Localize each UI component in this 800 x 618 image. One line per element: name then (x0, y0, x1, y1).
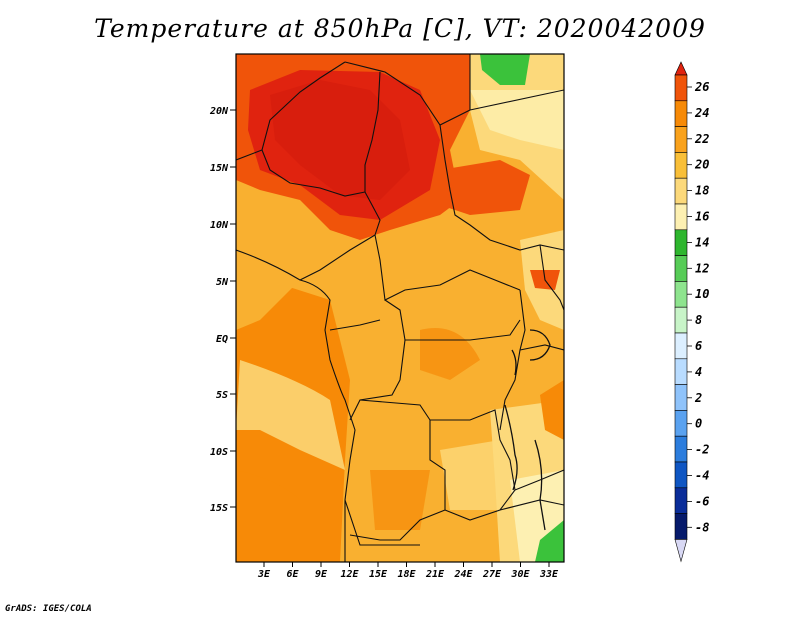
colorbar-label-6: 14 (695, 235, 709, 249)
colorbar-label-8: 10 (695, 287, 709, 301)
colorbar-swatch-9 (674, 281, 688, 308)
colorbar-top-arrow (674, 61, 688, 76)
longitude-axis: 3E 6E 9E 12E 15E 18E 21E 24E 27E 30E 33E (257, 562, 559, 580)
colorbar-swatch-1 (674, 74, 688, 102)
lat-label-2: 10N (210, 220, 229, 231)
colorbar-label-14: -2 (695, 443, 709, 457)
colorbar-label-15: -4 (695, 469, 709, 483)
colorbar-swatch-6 (674, 203, 688, 231)
lon-label-3: 12E (340, 569, 359, 580)
latitude-axis: 20N 15N 10N 5N EQ 5S 10S 15S (209, 106, 236, 514)
colorbar-label-10: 6 (695, 339, 702, 353)
colorbar-swatch-14 (674, 410, 688, 437)
lon-label-9: 30E (510, 569, 530, 580)
lat-label-0: 20N (209, 106, 229, 117)
lon-label-4: 15E (369, 569, 388, 580)
colorbar-swatch-11 (674, 332, 688, 360)
lat-label-6: 10S (210, 447, 228, 458)
lon-label-8: 27E (482, 569, 502, 580)
colorbar-label-11: 4 (695, 365, 702, 379)
lon-label-1: 6E (286, 569, 299, 580)
colorbar-swatch-16 (674, 461, 688, 489)
colorbar-label-7: 12 (695, 261, 709, 275)
colorbar-label-9: 8 (695, 313, 702, 327)
colorbar-swatch-4 (674, 152, 688, 179)
map-frame (235, 53, 565, 563)
colorbar-label-17: -8 (695, 520, 709, 534)
grads-credit: GrADS: IGES/COLA (5, 604, 92, 614)
colorbar-swatch-3 (674, 126, 688, 153)
colorbar-swatch-15 (674, 435, 688, 463)
colorbar-swatch-2 (674, 100, 688, 127)
colorbar-swatch-13 (674, 384, 688, 411)
colorbar-label-0: 26 (694, 80, 709, 94)
colorbar-swatch-8 (674, 255, 688, 282)
colorbar-swatch-7 (674, 229, 688, 256)
colorbar-swatch-18 (674, 513, 688, 540)
lat-label-1: 15N (210, 163, 229, 174)
colorbar-label-4: 18 (695, 184, 709, 198)
colorbar-swatch-5 (674, 177, 688, 205)
colorbar-swatch-12 (674, 358, 688, 385)
chart-title: Temperature at 850hPa [C], VT: 202004200… (94, 14, 706, 43)
colorbar-label-16: -6 (695, 494, 709, 508)
colorbar-swatch-10 (674, 306, 688, 334)
lat-label-7: 15S (210, 503, 228, 514)
lat-label-4: EQ (216, 334, 228, 345)
lon-label-2: 9E (315, 569, 328, 580)
colorbar-label-1: 24 (694, 106, 709, 120)
colorbar-swatch-17 (674, 487, 688, 514)
colorbar-label-12: 2 (694, 391, 702, 405)
colorbar-label-5: 16 (695, 210, 709, 224)
lon-label-10: 33E (539, 569, 559, 580)
lat-label-5: 5S (216, 390, 228, 401)
colorbar-label-3: 20 (694, 158, 709, 172)
lon-label-5: 18E (397, 569, 416, 580)
colorbar-bottom-arrow (674, 539, 688, 563)
colorbar-label-13: 0 (695, 417, 702, 431)
lon-label-6: 21E (425, 569, 445, 580)
lon-label-7: 24E (453, 569, 473, 580)
lat-label-3: 5N (216, 277, 229, 288)
temperature-field (236, 54, 564, 562)
colorbar-label-2: 22 (694, 132, 709, 146)
lon-label-0: 3E (257, 569, 271, 580)
